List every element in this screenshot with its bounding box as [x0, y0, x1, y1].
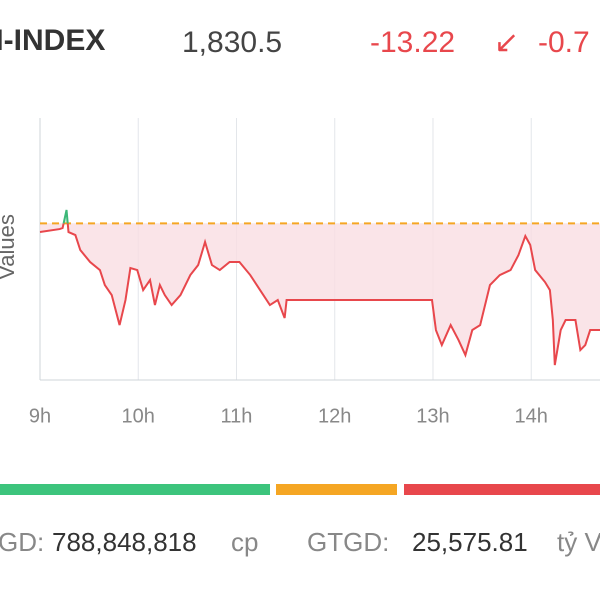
x-tick-label: 9h [29, 405, 51, 427]
index-name: N-INDEX [0, 24, 105, 57]
percent: -0.7 [538, 26, 590, 59]
area [40, 210, 600, 366]
volume: 788,848,818 [52, 527, 197, 557]
plot: 9h10h11h12h13h14h15hValues [0, 118, 600, 427]
change: -13.22 [370, 26, 455, 59]
x-tick-label: 14h [515, 405, 548, 427]
line [39, 223, 600, 366]
arrow: ↙ [494, 26, 519, 59]
x-tick-label: 13h [416, 405, 449, 427]
last-value: 1,830.5 [182, 26, 282, 59]
volume-label: GD: [0, 527, 44, 557]
trade-value: 25,575.81 [412, 527, 528, 557]
unchanged-bar [276, 484, 397, 495]
x-tick-label: 12h [318, 405, 351, 427]
volume-unit: cp [231, 527, 258, 557]
x-tick-label: 11h [221, 405, 253, 427]
decline-bar [404, 484, 600, 495]
y-axis-label: Values [0, 214, 19, 280]
x-tick-label: 10h [122, 405, 155, 427]
advance-bar [0, 484, 270, 495]
value-label: GTGD: [307, 527, 389, 557]
value-unit: tỷ V [557, 527, 600, 557]
